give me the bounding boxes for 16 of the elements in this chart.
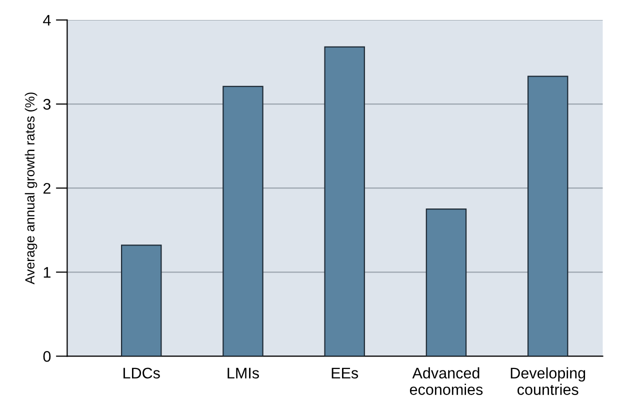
x-tick-label: EEs xyxy=(332,368,358,379)
y-axis-title: Average annual growth rates (%) xyxy=(24,92,38,284)
y-tick-label: 4 xyxy=(43,15,51,26)
y-tick-label: 2 xyxy=(43,182,50,194)
y-tick-label: 1 xyxy=(44,267,50,278)
x-tick-label: Advanced economies xyxy=(410,367,483,395)
bar xyxy=(527,76,568,356)
bar xyxy=(120,244,162,356)
y-tick-label: 3 xyxy=(43,98,51,110)
y-tick-label: 0 xyxy=(43,351,51,362)
x-tick-label: LDCs xyxy=(124,368,160,379)
x-tick-label: LMIs xyxy=(228,368,259,379)
bar xyxy=(324,46,365,356)
bar xyxy=(222,86,264,356)
bar xyxy=(426,208,467,356)
x-tick-label: Developing countries xyxy=(510,367,586,395)
